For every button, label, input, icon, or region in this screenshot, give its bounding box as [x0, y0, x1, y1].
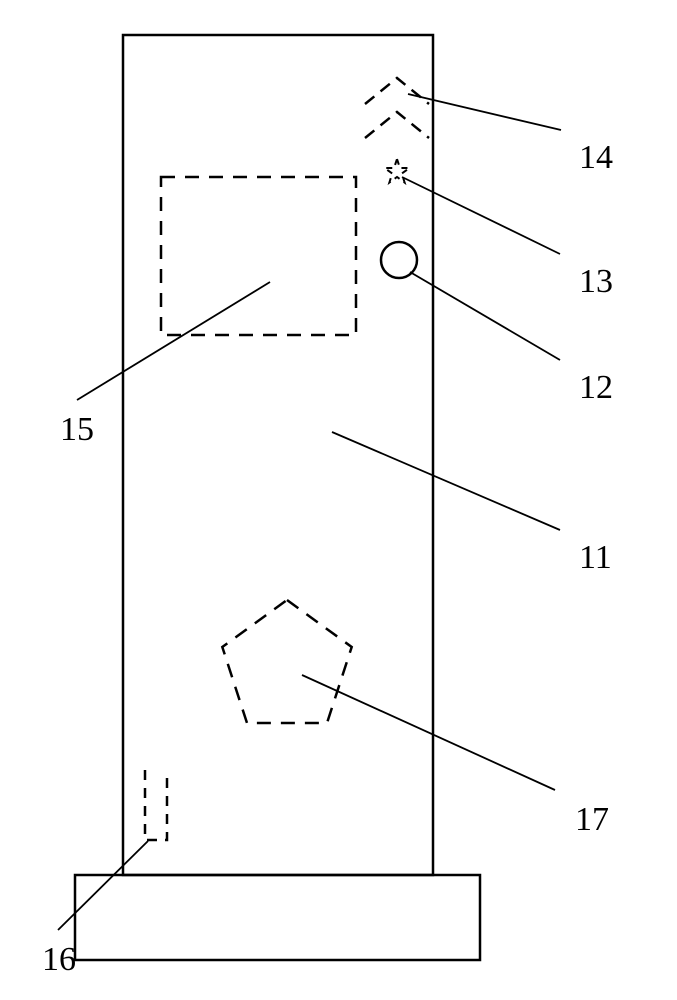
- leader-line-16: [58, 841, 148, 930]
- label-12: 12: [579, 369, 613, 406]
- dashed-pentagon-region: [222, 600, 351, 723]
- label-14: 14: [579, 139, 613, 176]
- label-17: 17: [575, 801, 609, 838]
- leader-line-17: [302, 675, 555, 790]
- dashed-chevron-1: [365, 78, 429, 104]
- leader-line-15: [77, 282, 270, 400]
- label-11: 11: [579, 539, 612, 576]
- device-base: [75, 875, 480, 960]
- dashed-rectangle-region: [161, 177, 356, 335]
- label-16: 16: [42, 941, 76, 978]
- leader-line-14: [408, 94, 561, 130]
- dashed-chevron-2: [365, 112, 429, 138]
- label-15: 15: [60, 411, 94, 448]
- leader-line-13: [402, 177, 560, 254]
- leader-line-11: [332, 432, 560, 530]
- dashed-port-region: [145, 770, 167, 840]
- label-13: 13: [579, 263, 613, 300]
